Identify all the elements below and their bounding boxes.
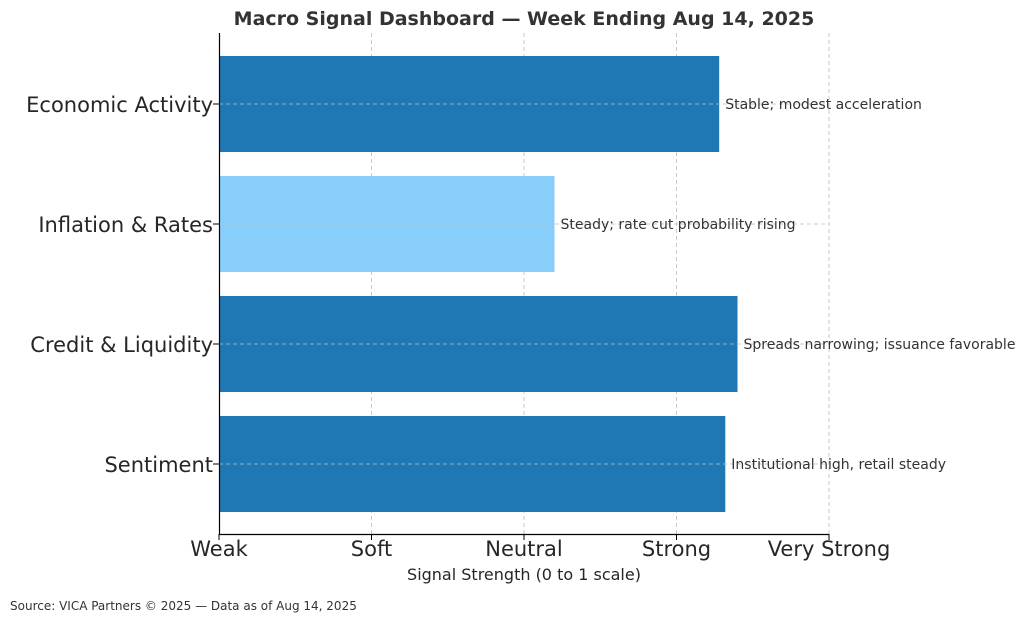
bar-annotation: Spreads narrowing; issuance favorable (744, 337, 1016, 353)
x-tick-labels: Weak Soft Neutral Strong Very Strong (190, 534, 890, 561)
chart-title: Macro Signal Dashboard — Week Ending Aug… (234, 8, 815, 30)
bar (219, 56, 720, 152)
x-tick-label: Neutral (485, 537, 563, 561)
bar (219, 176, 555, 272)
category-labels: Economic Activity Inflation & Rates Credit… (26, 93, 219, 477)
bar-annotation: Stable; modest acceleration (725, 97, 922, 113)
bars (219, 56, 738, 512)
x-tick-label: Very Strong (768, 537, 891, 561)
bar-annotation: Institutional high, retail steady (731, 457, 946, 473)
bar-annotation: Steady; rate cut probability rising (561, 217, 796, 233)
category-label: Economic Activity (26, 93, 213, 117)
x-axis-label: Signal Strength (0 to 1 scale) (407, 565, 641, 584)
bar-annotations: Stable; modest acceleration Steady; rate … (219, 97, 1015, 473)
category-label: Sentiment (104, 453, 213, 477)
category-label: Credit & Liquidity (30, 333, 213, 357)
x-tick-label: Strong (642, 537, 711, 561)
source-note: Source: VICA Partners © 2025 — Data as o… (10, 599, 357, 613)
category-label: Inflation & Rates (38, 213, 213, 237)
x-tick-label: Soft (351, 537, 392, 561)
x-tick-label: Weak (190, 537, 248, 561)
